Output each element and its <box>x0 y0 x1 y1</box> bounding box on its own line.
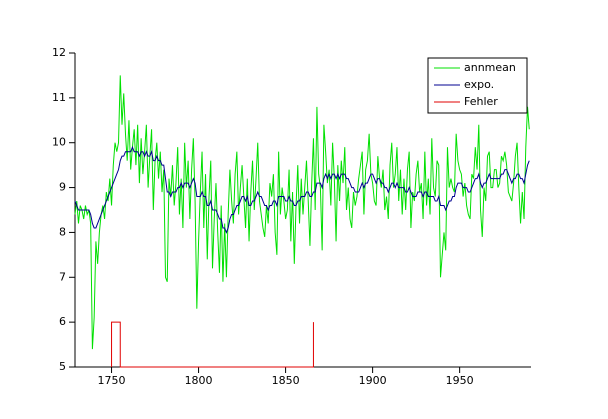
data-line <box>111 321 314 368</box>
data-line <box>74 75 530 350</box>
y-tick-label: 5 <box>59 360 66 373</box>
x-tick-label: 1850 <box>272 374 300 387</box>
legend-label: annmean <box>464 61 516 74</box>
y-tick-label: 12 <box>52 46 66 59</box>
x-tick-label: 1800 <box>185 374 213 387</box>
data-line <box>74 145 530 234</box>
x-tick-label: 1900 <box>359 374 387 387</box>
y-tick-label: 8 <box>59 225 66 238</box>
legend-label: expo. <box>464 78 494 91</box>
y-tick-label: 9 <box>59 181 66 194</box>
x-tick-label: 1950 <box>446 374 474 387</box>
y-tick-label: 10 <box>52 136 66 149</box>
x-tick-label: 1750 <box>98 374 126 387</box>
y-tick-label: 11 <box>52 91 66 104</box>
y-tick-label: 7 <box>59 270 66 283</box>
y-tick-label: 6 <box>59 315 66 328</box>
legend-label: Fehler <box>464 95 498 108</box>
